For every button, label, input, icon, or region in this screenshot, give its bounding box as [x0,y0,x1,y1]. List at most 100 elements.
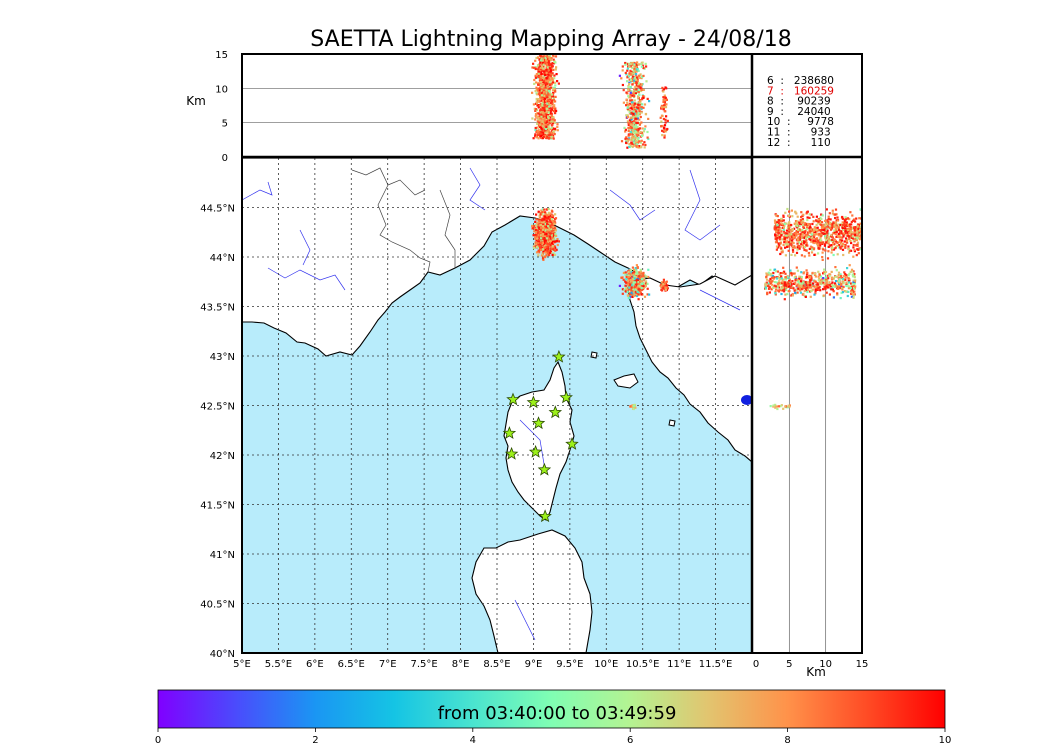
lightning-point [535,223,538,226]
lightning-point-lat-altitude [844,216,847,219]
map-panel: 5°E 5.5°E 6°E 6.5°E 7°E 7.5°E 8°E 8.5°E 9°E 9.5°E… [200,157,753,670]
lightning-point-lat-altitude [777,242,780,245]
lightning-point-lat-altitude [769,277,772,281]
lightning-point-lat-altitude [851,273,854,276]
lightning-point-lat-altitude [853,229,856,232]
lightning-point [629,293,632,296]
top-y-tick-label: 0 [222,153,228,164]
lightning-point-altitude [628,137,631,140]
lightning-point-lat-altitude [837,223,840,226]
lightning-point-lat-altitude [816,285,819,288]
lightning-point-lat-altitude [773,284,776,287]
lightning-point-lat-altitude [825,240,828,243]
lightning-point [545,254,548,257]
lightning-point-altitude [540,59,543,62]
lightning-point [637,292,640,295]
lightning-point-lat-altitude [852,237,855,240]
lightning-point-lat-altitude [826,229,829,232]
lightning-point-altitude [632,75,635,78]
lightning-point-lat-altitude [821,232,824,235]
lightning-point-lat-altitude [824,239,828,242]
lightning-point-altitude [663,130,666,133]
lightning-point-altitude [629,65,632,68]
lightning-point-lat-altitude [849,211,852,214]
map-gridlines [242,158,752,653]
lightning-point-altitude [627,134,630,137]
lightning-point-lat-altitude [779,288,783,291]
lightning-point-altitude [551,81,555,84]
lightning-point [534,234,537,237]
lightning-point-altitude [548,61,551,64]
map-x-tick-label: 5.5°E [265,659,292,670]
lightning-point-altitude [632,108,635,111]
lightning-point-altitude [551,77,554,81]
lightning-point [632,283,635,286]
lightning-point-lat-altitude [809,295,812,298]
lightning-point-altitude [629,123,632,126]
lightning-point-altitude [546,130,549,133]
lightning-point-altitude [624,128,627,131]
lightning-point-lat-altitude [812,215,815,218]
lightning-point-altitude [632,144,635,147]
lightning-point-altitude [536,100,539,103]
lightning-point-altitude [624,130,627,133]
lightning-point-lat-altitude [775,288,778,291]
lightning-point [534,220,537,223]
lightning-point [640,274,643,277]
lightning-point-lat-altitude [809,276,812,279]
lightning-point-altitude [637,83,640,86]
lightning-point-lat-altitude [839,238,842,242]
lightning-point [548,231,551,234]
lightning-point-lat-altitude [781,251,784,254]
lightning-point-lat-altitude [774,285,777,288]
colorbar-tick-label: 8 [784,735,790,746]
lightning-point-altitude [626,115,630,118]
lightning-point-lat-altitude [823,230,826,233]
lightning-point-altitude [662,90,665,93]
lightning-point-altitude [623,126,626,129]
lightning-point-lat-altitude [810,213,813,216]
lightning-point-altitude [627,122,630,125]
lightning-point-lat-altitude [795,266,798,269]
lightning-point-altitude [543,86,546,89]
lightning-point-lat-altitude [849,270,852,273]
lightning-point-altitude [663,124,667,127]
lightning-point [621,292,624,295]
lightning-point [537,210,540,213]
lightning-point-lat-altitude [782,266,785,269]
lightning-point-altitude [642,130,646,133]
lightning-point-lat-altitude [847,245,850,248]
lightning-point-altitude [546,105,549,108]
lightning-point-altitude [554,128,557,132]
lightning-point [636,281,639,284]
lightning-point-lat-altitude [825,283,828,286]
lightning-point-altitude [534,135,537,138]
lightning-point-lat-altitude [766,293,769,296]
lightning-point-altitude [550,126,553,129]
lightning-point-lat-altitude [783,224,786,227]
lightning-point-altitude [532,66,536,69]
lightning-point-altitude [537,104,540,107]
lightning-point [639,285,642,288]
station-marker-star [504,446,519,460]
lightning-point-lat-altitude [803,286,806,289]
lightning-point [549,244,552,247]
lightning-point-lat-altitude [840,275,843,278]
lightning-point [547,215,550,219]
lightning-point [546,246,549,249]
lightning-point-lat-altitude [827,241,830,244]
lightning-point [550,236,553,239]
lightning-point-lat-altitude [786,244,789,247]
lightning-point [662,278,665,281]
lightning-point-lat-altitude [815,223,818,226]
lightning-point [644,284,647,287]
lightning-point-lat-altitude [847,227,851,230]
lightning-point-lat-altitude [834,213,837,216]
lightning-point-lat-altitude [808,231,811,234]
lightning-point [630,288,633,291]
lightning-point-lat-altitude [784,272,787,275]
lightning-point-lat-altitude [788,222,791,225]
lightning-point-altitude [629,130,632,133]
lightning-point-altitude [543,96,547,99]
lightning-point [537,249,540,252]
